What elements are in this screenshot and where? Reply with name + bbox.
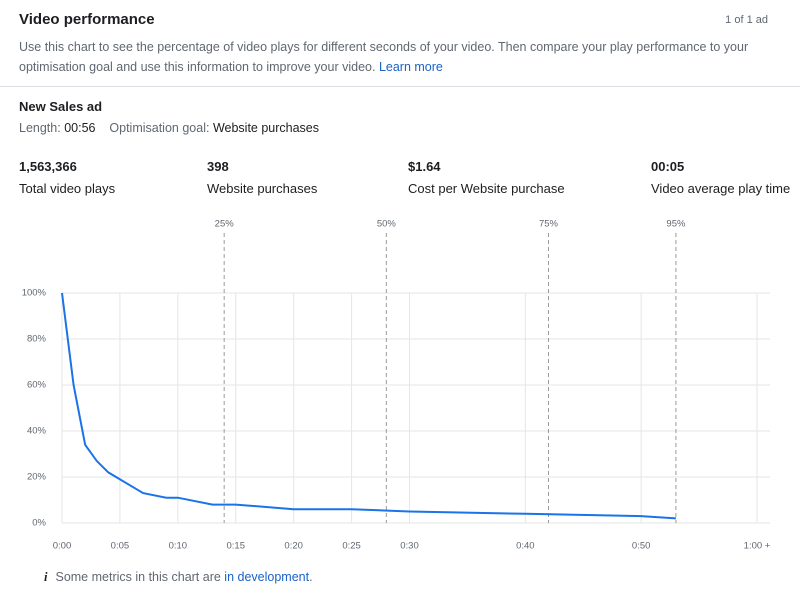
percent-marker-label: 50% (377, 219, 397, 230)
goal-value: Website purchases (212, 121, 320, 135)
play-rate-line (61, 292, 676, 520)
x-tick-label: 0:20 (284, 541, 303, 552)
description: Use this chart to see the percentage of … (19, 37, 759, 77)
x-tick-label: 0:00 (53, 541, 72, 552)
x-tick-label: 0:30 (400, 541, 419, 552)
y-tick-label: 100% (22, 288, 47, 299)
length-value: 00:56 (64, 121, 96, 135)
goal-label: Optimisation goal: (109, 121, 210, 135)
description-text: Use this chart to see the percentage of … (19, 40, 749, 74)
y-tick-label: 60% (27, 380, 47, 391)
panel-title: Video performance (19, 11, 155, 28)
development-link[interactable]: in development (224, 570, 310, 584)
x-tick-label: 0:25 (342, 541, 361, 552)
metric-label: Video average play time (651, 181, 791, 196)
divider (0, 86, 800, 87)
metric-label: Total video plays (19, 181, 116, 196)
percent-marker-label: 75% (539, 219, 559, 230)
y-tick-label: 40% (27, 426, 47, 437)
metric-value: 00:05 (651, 159, 685, 174)
footer-note: i Some metrics in this chart are in devel… (44, 570, 313, 585)
metric-label: Cost per Website purchase (408, 181, 565, 196)
x-tick-label: 0:10 (169, 541, 188, 552)
footer-text: Some metrics in this chart are (55, 570, 225, 584)
y-tick-label: 20% (27, 472, 47, 483)
percent-marker-label: 25% (215, 219, 235, 230)
metric-value: 398 (207, 159, 229, 174)
x-tick-label: 0:50 (632, 541, 651, 552)
info-icon: i (44, 570, 48, 584)
metric-value: $1.64 (408, 159, 441, 174)
x-tick-label: 1:00 + (744, 541, 771, 552)
percent-marker-label: 95% (666, 219, 686, 230)
y-tick-label: 0% (32, 518, 46, 529)
length-label: Length: (19, 121, 61, 135)
ad-name: New Sales ad (19, 99, 103, 114)
metric-value: 1,563,366 (19, 159, 77, 174)
y-tick-label: 80% (27, 334, 47, 345)
learn-more-link[interactable]: Learn more (378, 60, 443, 74)
metric-label: Website purchases (207, 181, 318, 196)
x-tick-label: 0:15 (227, 541, 246, 552)
x-tick-label: 0:05 (111, 541, 130, 552)
footer-end: . (309, 570, 313, 584)
x-tick-label: 0:40 (516, 541, 535, 552)
ad-info: Length: 00:56 Optimisation goal: Website… (19, 121, 319, 135)
ad-count: 1 of 1 ad (725, 14, 768, 26)
